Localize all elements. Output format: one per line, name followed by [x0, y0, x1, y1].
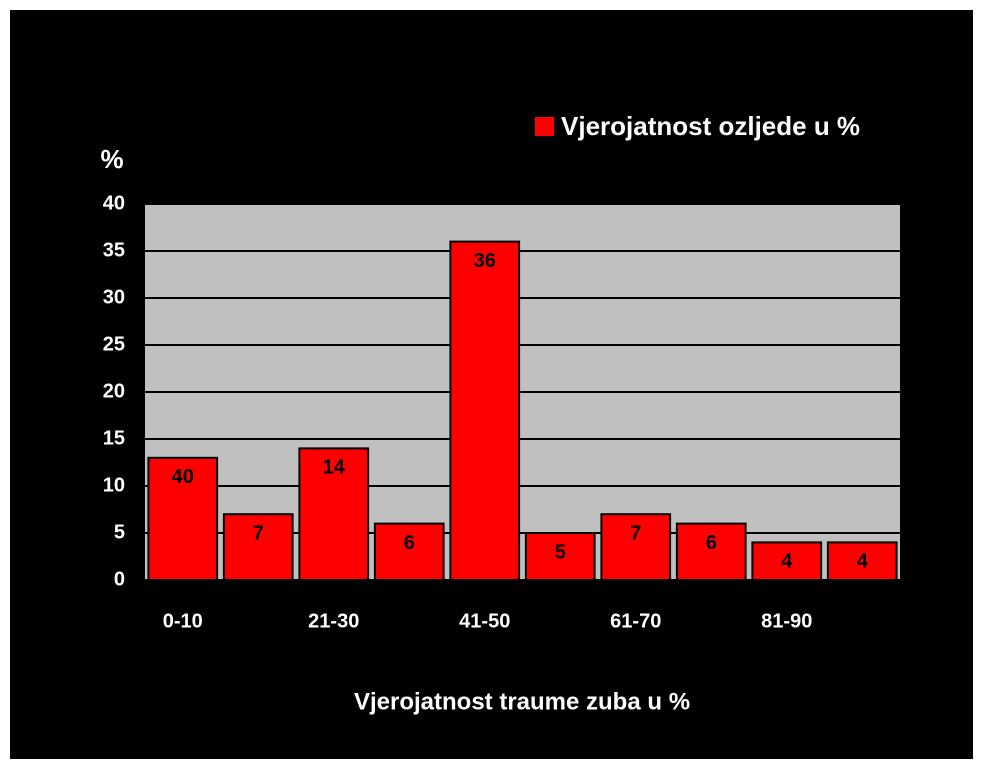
x-tick-label: 41-50 — [459, 610, 510, 632]
y-tick-label: 0 — [114, 568, 125, 590]
x-tick-label: 21-30 — [308, 610, 359, 632]
y-tick-label: 10 — [103, 474, 125, 496]
x-tick-label: 61-70 — [610, 610, 661, 632]
legend-swatch — [535, 117, 554, 136]
data-label: 36 — [474, 250, 496, 272]
y-tick-label: 20 — [103, 380, 125, 402]
bar — [751, 541, 823, 582]
legend-label: Vjerojatnost ozljede u % — [561, 111, 860, 141]
bar — [524, 532, 596, 581]
bar — [373, 522, 445, 581]
bar — [675, 522, 747, 581]
data-label: 40 — [172, 466, 194, 488]
data-label: 4 — [781, 551, 793, 573]
y-tick-label: 35 — [103, 239, 125, 261]
bar — [600, 513, 672, 582]
data-label: 6 — [404, 532, 415, 554]
data-label: 7 — [630, 522, 641, 544]
data-label: 5 — [555, 541, 566, 563]
y-tick-label: 40 — [103, 192, 125, 214]
data-label: 6 — [706, 532, 717, 554]
y-tick-label: 30 — [103, 286, 125, 308]
x-tick-label: 81-90 — [761, 610, 812, 632]
y-tick-label: 15 — [103, 427, 125, 449]
data-label: 4 — [857, 551, 869, 573]
x-tick-label: 0-10 — [163, 610, 203, 632]
bar — [298, 447, 370, 581]
bar — [449, 240, 521, 581]
x-axis-label: Vjerojatnost traume zuba u % — [354, 688, 690, 715]
data-label: 14 — [323, 457, 346, 479]
data-label: 7 — [253, 522, 264, 544]
bar — [826, 541, 898, 582]
y-tick-label: 5 — [114, 521, 125, 543]
y-axis-label: % — [100, 144, 123, 174]
bar — [222, 513, 294, 582]
y-tick-label: 25 — [103, 333, 125, 355]
bar — [147, 456, 219, 581]
